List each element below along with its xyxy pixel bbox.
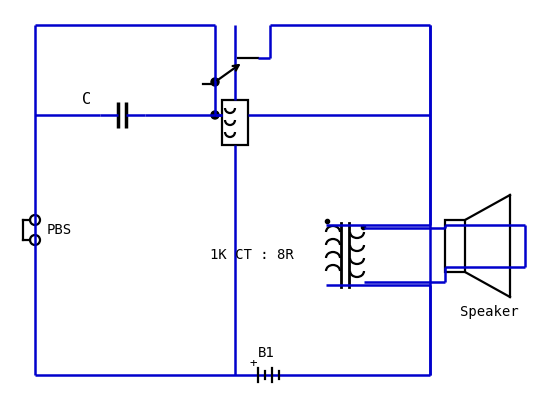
Text: PBS: PBS — [47, 223, 72, 237]
Text: B1: B1 — [258, 346, 274, 360]
Text: 1K CT : 8R: 1K CT : 8R — [210, 248, 294, 262]
Circle shape — [211, 111, 219, 119]
Text: C: C — [82, 92, 91, 107]
Text: Speaker: Speaker — [460, 305, 519, 319]
Bar — [445, 220, 465, 272]
Bar — [222, 100, 248, 145]
Text: +: + — [250, 356, 257, 369]
Circle shape — [211, 78, 219, 86]
